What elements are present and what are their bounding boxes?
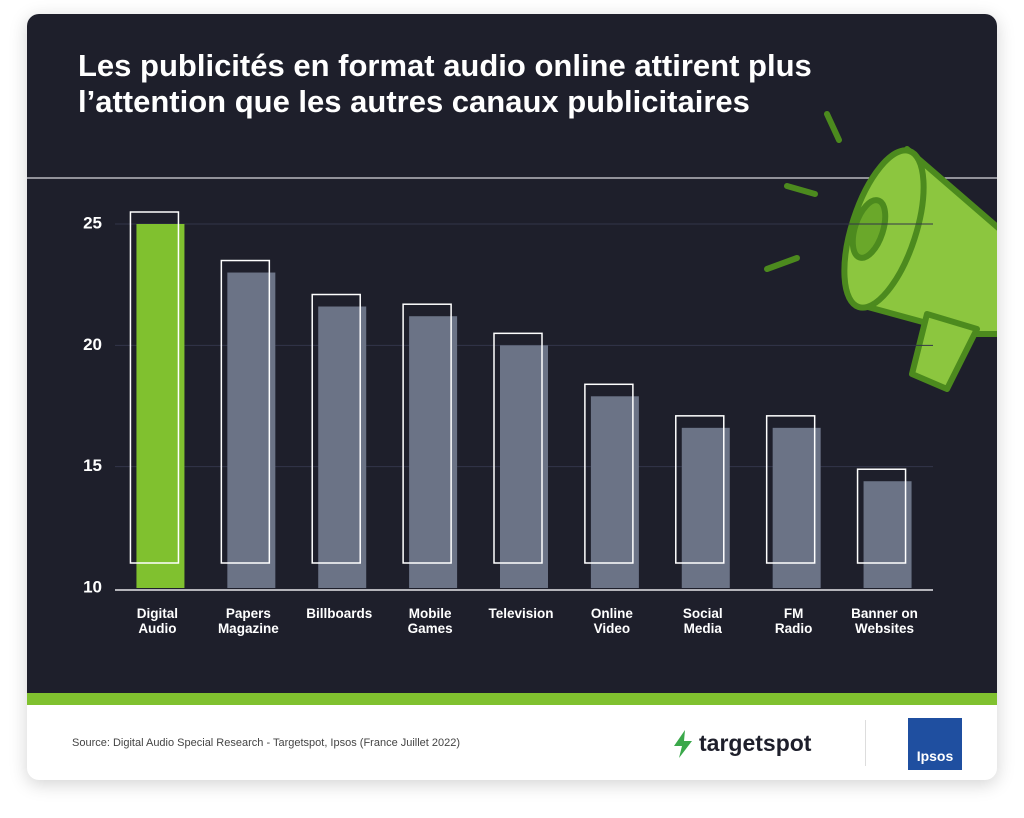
partner-logo: Ipsos: [908, 718, 962, 770]
x-tick-label: Television: [488, 606, 554, 621]
bar-outline: [129, 211, 180, 564]
bar: [500, 345, 548, 588]
bar-outline: [856, 468, 907, 564]
bar: [863, 481, 912, 588]
x-tick-label: Papers Magazine: [217, 606, 279, 636]
bar: [590, 396, 639, 588]
x-tick-label: Digital Audio: [136, 606, 179, 636]
divider: [865, 720, 866, 766]
y-tick-label: 20: [83, 335, 102, 354]
source-note: Source: Digital Audio Special Research -…: [72, 737, 461, 749]
x-tick-label: Banner on Websites: [851, 606, 918, 636]
bar: [227, 272, 276, 588]
x-tick-label: Social Media: [682, 606, 723, 636]
sound-line: [784, 183, 818, 197]
bar-outline: [220, 259, 271, 564]
accent-stripe: [27, 693, 997, 705]
bar: [772, 427, 821, 588]
megaphone-inner: [849, 197, 889, 261]
brand-icon: [674, 730, 692, 758]
bar-outline: [493, 332, 543, 564]
sound-line: [824, 111, 842, 143]
chart-panel: 10 15 20 25 Les publicités en format audio …: [27, 14, 997, 693]
bar-outline: [402, 303, 452, 564]
x-tick-label: Billboards: [306, 606, 373, 621]
y-tick-label: 10: [83, 577, 102, 596]
sound-line: [764, 255, 800, 272]
y-tick-label: 15: [83, 456, 102, 475]
megaphone-illustration: [764, 111, 997, 392]
card: 10 15 20 25 Les publicités en format audio …: [27, 14, 997, 780]
brand-logo: targetspot: [699, 730, 812, 756]
bar: [409, 316, 458, 588]
bar: [318, 306, 367, 588]
megaphone-handle: [909, 311, 980, 392]
bar-outline: [675, 415, 725, 564]
x-tick-label: Online Video: [590, 606, 633, 636]
chart-title: Les publicités en format audio online at…: [78, 48, 812, 119]
x-tick-label: FM Radio: [774, 606, 813, 636]
bar-outline: [311, 293, 361, 564]
bar: [136, 224, 185, 588]
bolt: [674, 730, 692, 758]
bar-outline: [584, 383, 634, 564]
x-tick-label: Mobile Games: [407, 606, 453, 636]
y-tick-label: 25: [83, 213, 102, 232]
bar: [681, 427, 730, 588]
bar-outline: [765, 415, 816, 564]
chart: 10 15 20 25: [27, 111, 997, 596]
